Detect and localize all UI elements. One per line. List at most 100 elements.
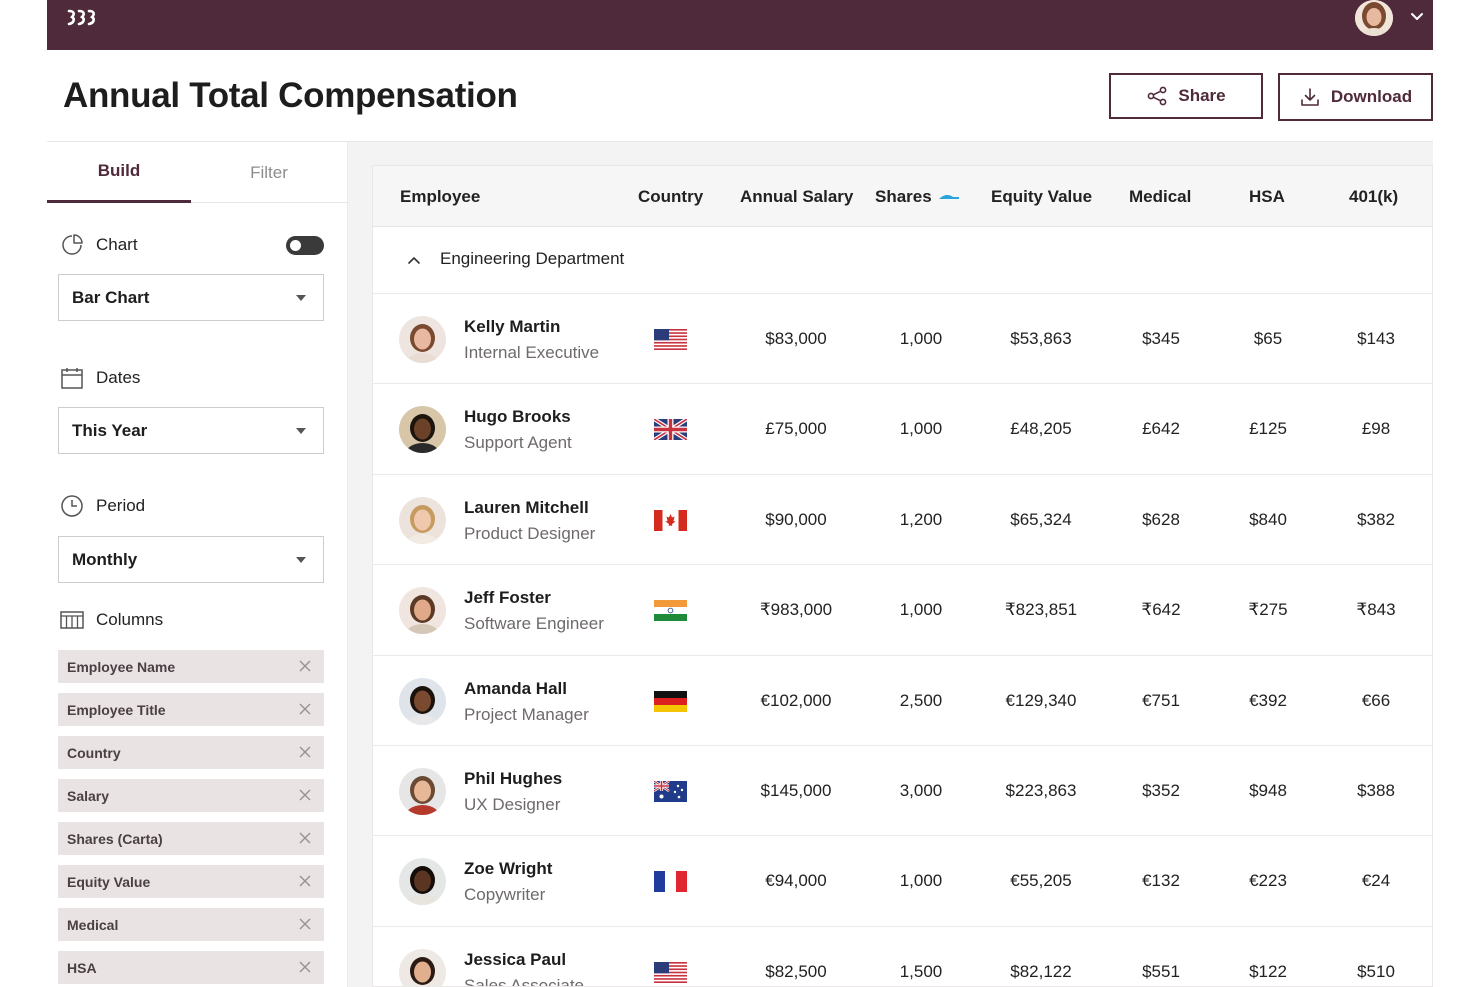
period-value: Monthly: [72, 549, 138, 569]
compensation-table: Employee Country Annual Salary Shares Eq…: [372, 165, 1433, 987]
chart-toggle[interactable]: [286, 236, 324, 255]
table-row[interactable]: Kelly Martin Internal Executive $83,000 1,0…: [373, 294, 1432, 385]
employee-name[interactable]: Hugo Brooks: [464, 407, 571, 427]
close-icon[interactable]: [298, 745, 312, 759]
salary-cell: $90,000: [765, 509, 827, 529]
employee-name[interactable]: Kelly Martin: [464, 317, 561, 336]
tab-build[interactable]: Build: [47, 142, 191, 203]
column-header-equity-value[interactable]: Equity Value: [991, 186, 1093, 206]
employee-title: Project Manager: [464, 704, 589, 724]
chart-type-select[interactable]: Bar Chart: [58, 274, 324, 321]
group-row[interactable]: Engineering Department: [373, 227, 1432, 294]
logo-icon[interactable]: [65, 5, 101, 31]
employee-title: Sales Associate: [464, 975, 585, 987]
medical-cell: $352: [1142, 780, 1180, 800]
employee-avatar: [399, 677, 446, 725]
sidebar-tabs: Build Filter: [47, 142, 348, 203]
calendar-icon: [61, 368, 83, 389]
employee-name[interactable]: Jeff Foster: [464, 588, 551, 608]
column-header-country[interactable]: Country: [638, 186, 704, 206]
column-header-medical[interactable]: Medical: [1129, 186, 1192, 206]
chevron-up-icon[interactable]: [407, 255, 421, 265]
table-row[interactable]: Jeff Foster Software Engineer ₹983,000 1,00…: [373, 565, 1432, 656]
chart-label: Chart: [96, 235, 138, 254]
close-icon[interactable]: [298, 659, 312, 673]
column-header-employee[interactable]: Employee: [400, 186, 481, 206]
salary-cell: $83,000: [765, 329, 827, 348]
employee-name[interactable]: Jessica Paul: [464, 949, 567, 969]
column-header-hsa[interactable]: HSA: [1249, 186, 1285, 206]
column-header-shares[interactable]: Shares: [875, 166, 960, 227]
salary-cell: €94,000: [765, 871, 827, 891]
top-bar: [47, 0, 1433, 50]
flag-au-icon: [654, 780, 687, 802]
employee-title: UX Designer: [464, 794, 561, 814]
employee-avatar: [399, 767, 446, 815]
chart-section-label: Chart: [60, 233, 138, 257]
column-chip: Salary: [58, 779, 324, 812]
period-label: Period: [96, 496, 146, 515]
table-row[interactable]: Phil Hughes UX Designer $145,000 3,000 $223,…: [373, 746, 1432, 837]
column-chip: Equity Value: [58, 865, 324, 898]
table-row[interactable]: Zoe Wright Copywriter €94,000 1,000 €55,205 €…: [373, 836, 1432, 927]
401k-cell: €66: [1361, 690, 1391, 710]
column-chip-list: Employee Name Employee Title Country Sal…: [58, 650, 324, 987]
column-chip-label: Salary: [67, 787, 110, 804]
share-button[interactable]: Share: [1109, 73, 1263, 119]
user-avatar[interactable]: [1355, 0, 1393, 36]
employee-name[interactable]: Lauren Mitchell: [464, 497, 589, 517]
employee-name[interactable]: Phil Hughes: [464, 768, 563, 788]
salary-cell: $82,500: [765, 961, 827, 981]
build-sidebar: Build Filter Chart Bar Chart Dates This …: [47, 142, 348, 987]
columns-label: Columns: [96, 610, 164, 629]
clock-icon: [61, 495, 83, 517]
dates-select[interactable]: This Year: [58, 407, 324, 454]
table-row[interactable]: Jessica Paul Sales Associate $82,500 1,500 $…: [373, 927, 1432, 987]
period-select[interactable]: Monthly: [58, 536, 324, 583]
table-row[interactable]: Amanda Hall Project Manager €102,000 2,500 €…: [373, 656, 1432, 746]
table-row[interactable]: Hugo Brooks Support Agent £75,000 1,000 £48,…: [373, 384, 1432, 475]
column-header-annual-salary[interactable]: Annual Salary: [740, 186, 854, 206]
close-icon[interactable]: [298, 917, 312, 931]
close-icon[interactable]: [298, 831, 312, 845]
medical-cell: ₹642: [1141, 600, 1181, 620]
column-chip-label: Equity Value: [67, 873, 151, 890]
group-label: Engineering Department: [440, 249, 625, 268]
flag-us-icon: [654, 329, 687, 350]
equity-value-cell: $223,863: [1005, 780, 1077, 800]
column-chip-label: Medical: [67, 916, 119, 933]
column-header-401k[interactable]: 401(k): [1349, 186, 1399, 206]
column-chip-label: Shares (Carta): [67, 830, 163, 847]
table-header: Employee Country Annual Salary Shares Eq…: [373, 166, 1432, 227]
shares-cell: 1,000: [899, 600, 943, 620]
column-header-shares-label: Shares: [875, 186, 932, 206]
shares-cell: 1,000: [899, 419, 943, 439]
equity-value-cell: ₹823,851: [1004, 600, 1078, 620]
download-button[interactable]: Download: [1278, 73, 1433, 121]
salary-cell: ₹983,000: [759, 600, 833, 620]
salary-cell: $145,000: [760, 780, 832, 800]
hsa-cell: ₹275: [1248, 600, 1288, 620]
employee-avatar: [399, 496, 446, 544]
employee-title: Internal Executive: [464, 343, 600, 362]
employee-avatar: [399, 858, 446, 906]
caret-down-icon: [296, 557, 306, 563]
columns-icon: [60, 611, 84, 629]
close-icon[interactable]: [298, 960, 312, 974]
tab-filter[interactable]: Filter: [250, 162, 288, 182]
shares-cell: 1,000: [899, 329, 943, 348]
flag-uk-icon: [654, 419, 687, 441]
download-icon: [1301, 88, 1319, 106]
caret-down-icon: [296, 428, 306, 434]
share-icon: [1147, 86, 1167, 106]
employee-name[interactable]: Amanda Hall: [464, 678, 567, 698]
column-chip: Employee Title: [58, 693, 324, 726]
employee-name[interactable]: Zoe Wright: [464, 859, 553, 879]
table-row[interactable]: Lauren Mitchell Product Designer $90,000 1,…: [373, 475, 1432, 566]
flag-us-icon: [654, 961, 687, 983]
close-icon[interactable]: [298, 788, 312, 802]
401k-cell: £98: [1361, 419, 1391, 439]
chevron-down-icon[interactable]: [1409, 8, 1425, 24]
close-icon[interactable]: [298, 702, 312, 716]
close-icon[interactable]: [298, 874, 312, 888]
